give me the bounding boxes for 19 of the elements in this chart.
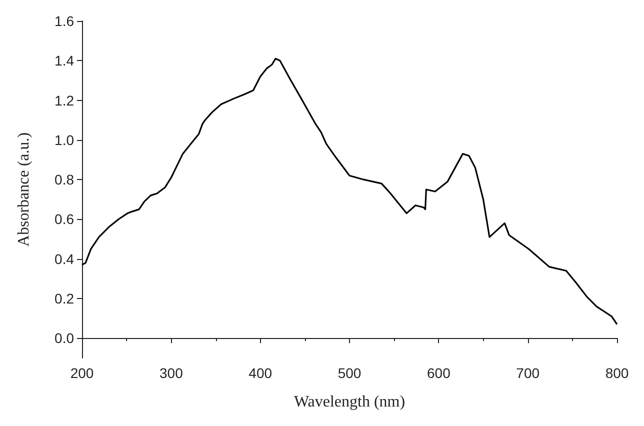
y-tick-label: 0.8 [54,172,74,188]
y-tick-label: 1.2 [54,92,74,108]
y-axis-title: Absorbance (a.u.) [16,132,32,247]
x-tick-label: 800 [605,365,629,381]
x-tick-label: 500 [338,365,362,381]
x-axis-title: Wavelength (nm) [294,394,406,410]
y-tick-label: 0.2 [54,290,74,307]
y-tick-label: 1.6 [54,13,74,29]
y-tick-label: 0.4 [54,250,74,267]
x-tick-label: 200 [70,365,94,381]
x-tick-label: 700 [516,365,540,381]
y-tick-label: 0.0 [54,330,74,346]
y-tick-label: 1.4 [54,52,74,69]
x-tick-label: 300 [159,365,184,381]
x-tick-label: 600 [426,365,451,381]
y-tick-label: 0.6 [54,211,74,228]
line-series [81,58,618,326]
y-tick-label: 1.0 [54,132,74,148]
x-tick-label: 400 [248,365,272,381]
